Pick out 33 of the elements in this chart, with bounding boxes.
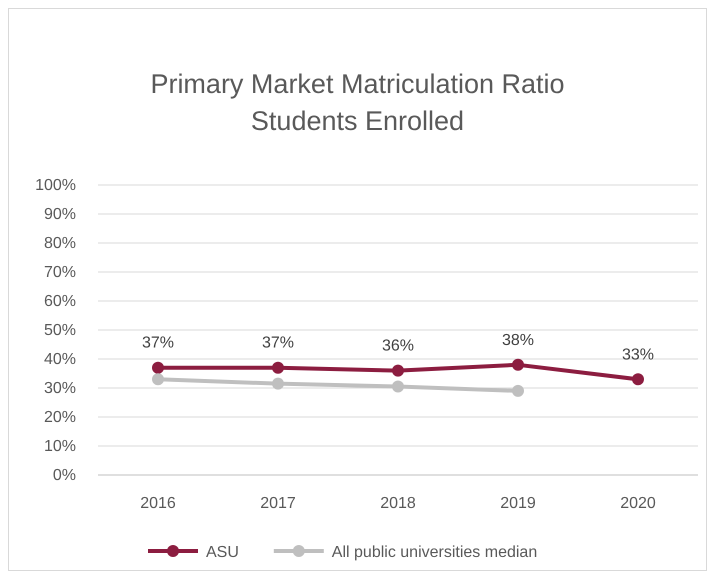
data-label: 33%	[622, 346, 654, 364]
x-tick-label: 2017	[260, 495, 296, 512]
y-tick-label: 50%	[44, 322, 76, 339]
y-tick-label: 60%	[44, 293, 76, 310]
x-tick-label: 2020	[620, 495, 656, 512]
x-tick-label: 2019	[500, 495, 536, 512]
y-tick-label: 70%	[44, 264, 76, 281]
point	[512, 384, 524, 397]
legend-label: All public universities median	[332, 544, 538, 561]
point	[632, 373, 644, 386]
data-label: 37%	[262, 334, 294, 352]
data-label: 38%	[502, 332, 534, 349]
y-tick-label: 10%	[44, 438, 76, 455]
point	[152, 373, 164, 386]
x-tick-label: 2018	[380, 495, 416, 512]
y-tick-label: 20%	[44, 409, 76, 426]
point	[272, 362, 284, 374]
chart-title: Primary Market Matriculation Ratio Students Enrolled	[150, 69, 565, 136]
legend-label: ASU	[206, 544, 239, 561]
point	[392, 364, 404, 377]
y-tick-label: 0%	[52, 467, 76, 484]
point	[272, 378, 284, 390]
y-tick-label: 40%	[44, 351, 76, 368]
y-tick-label: 30%	[44, 380, 76, 397]
point	[392, 380, 404, 393]
y-tick-label: 90%	[44, 206, 76, 223]
data-label: 36%	[382, 338, 414, 355]
y-tick-label: 80%	[44, 235, 76, 252]
y-tick-label: 100%	[35, 177, 76, 194]
point	[152, 362, 164, 374]
point	[512, 358, 524, 371]
data-label: 37%	[142, 334, 174, 352]
x-tick-label: 2016	[140, 495, 176, 512]
